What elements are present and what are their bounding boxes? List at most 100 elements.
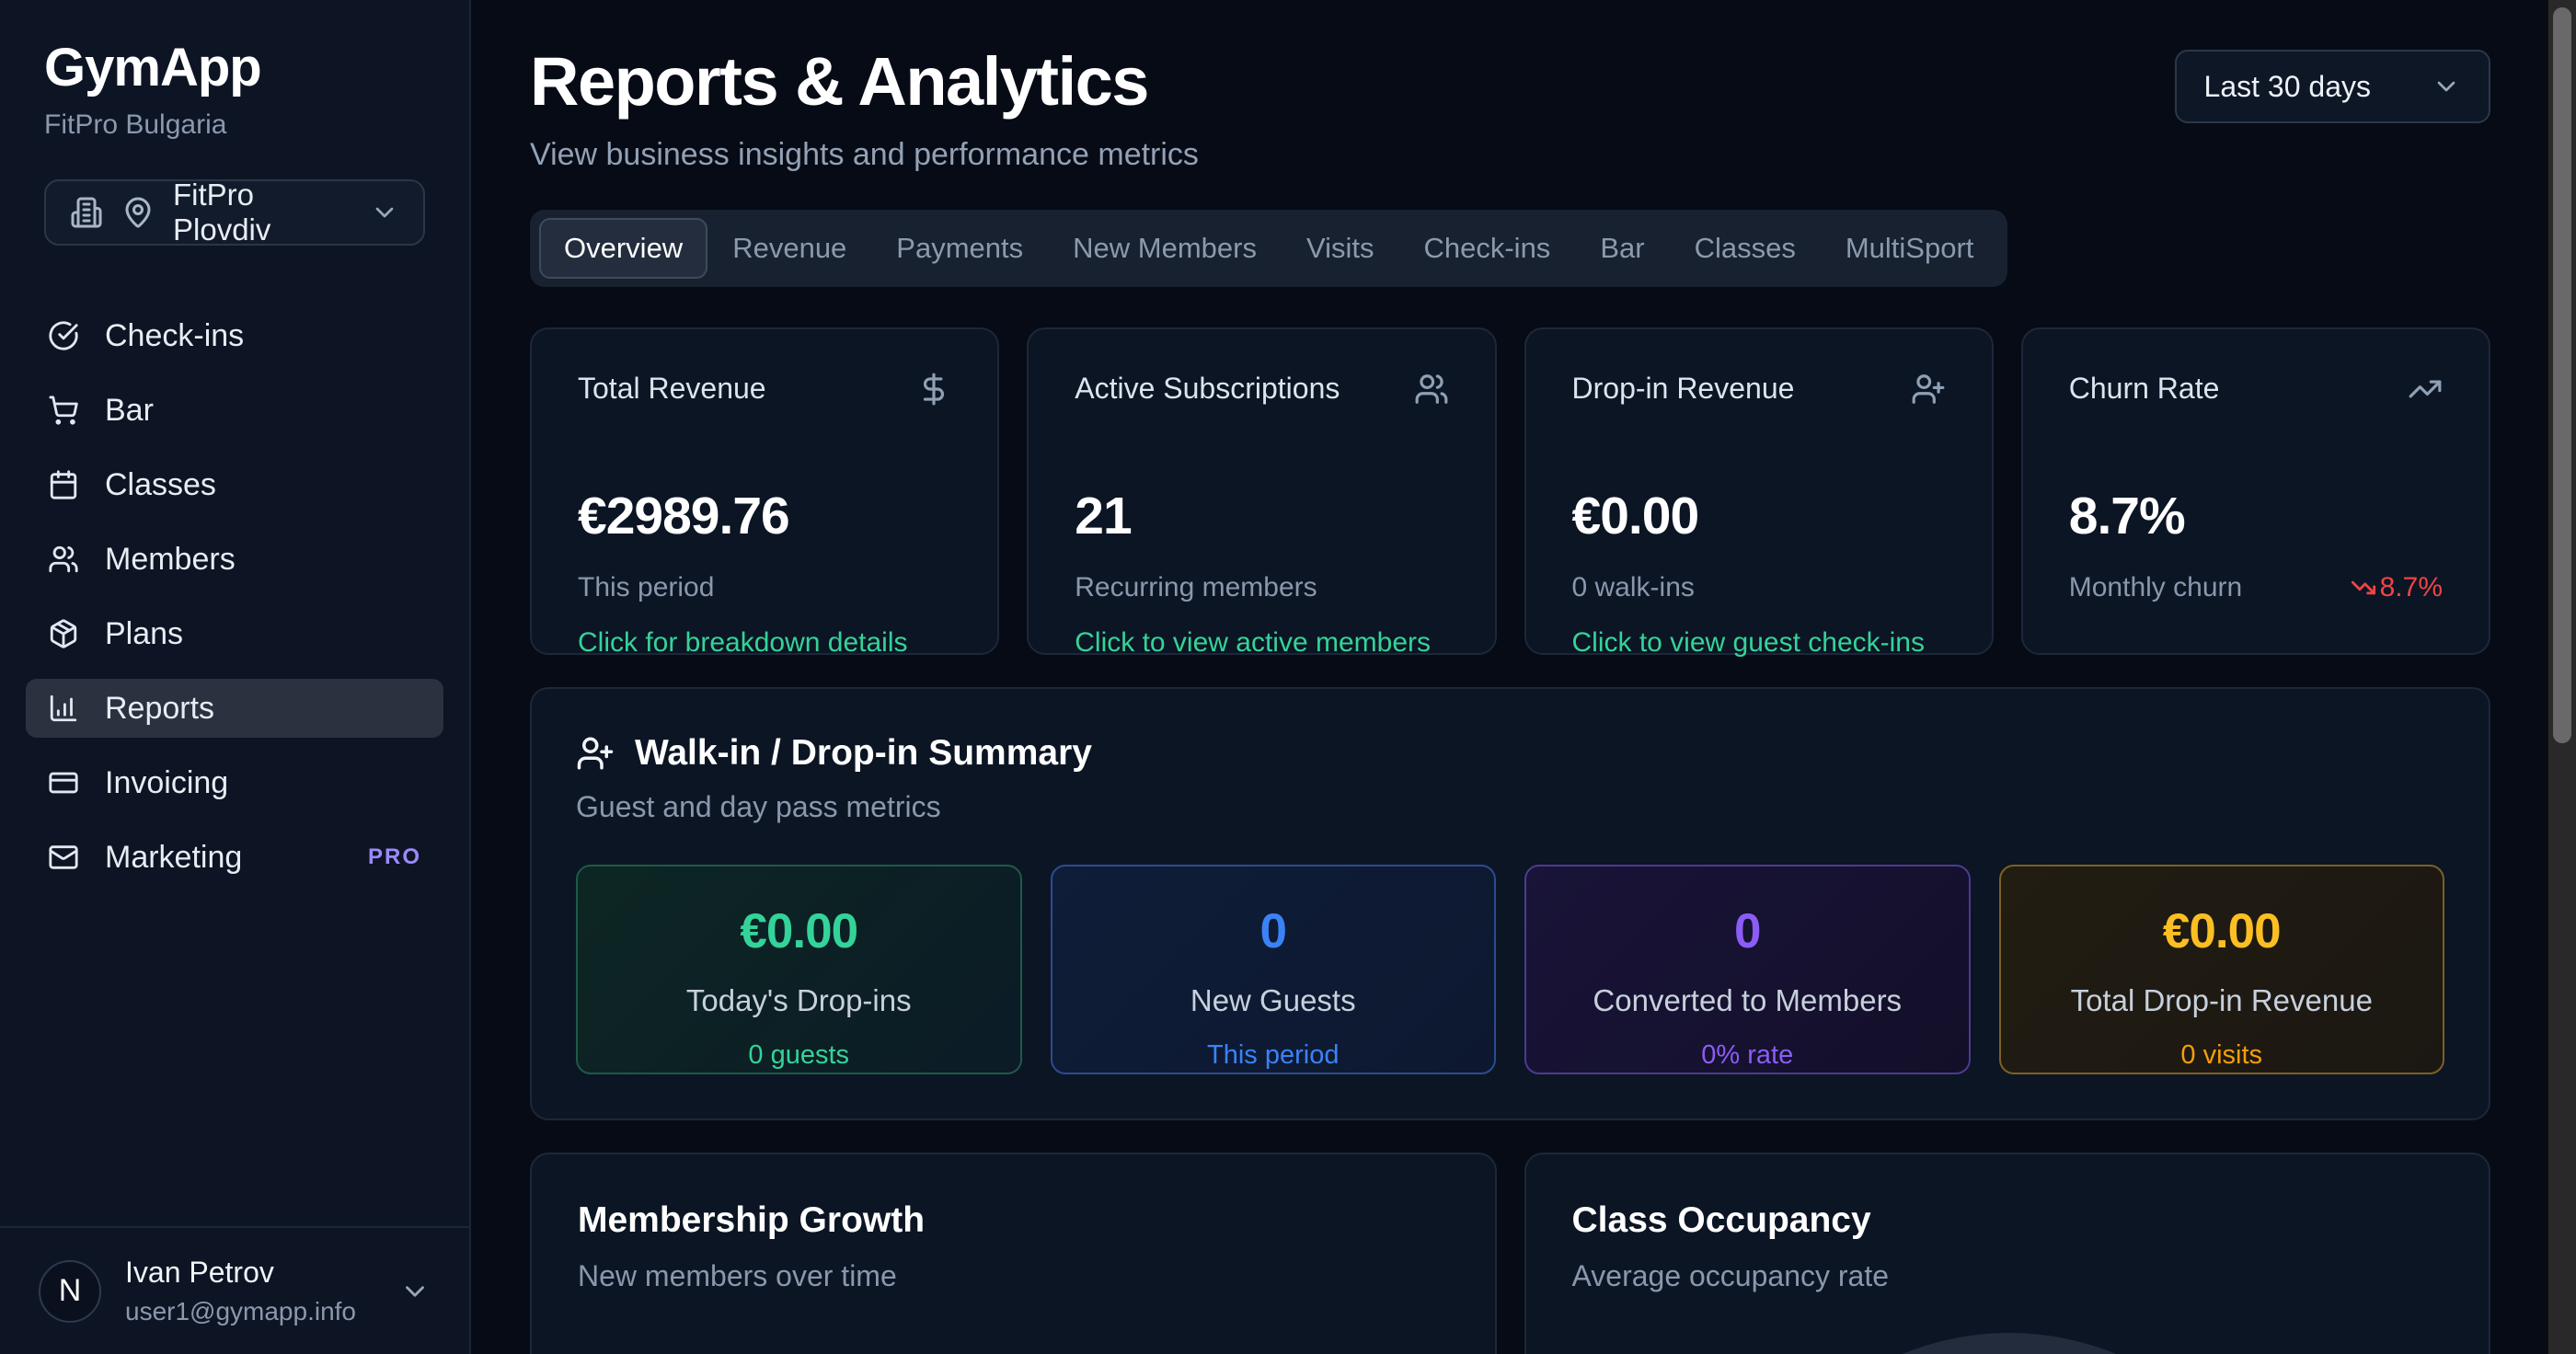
sidebar-item-classes[interactable]: Classes [26, 455, 443, 514]
sidebar-item-invoicing[interactable]: Invoicing [26, 753, 443, 812]
walkin-sub: 0% rate [1701, 1040, 1794, 1070]
sidebar-item-label: Members [105, 541, 236, 577]
stat-title: Drop-in Revenue [1571, 372, 1795, 405]
tab-classes[interactable]: Classes [1694, 232, 1796, 264]
building-icon [71, 197, 102, 228]
stat-value: €2989.76 [578, 487, 790, 545]
tab-multisport[interactable]: MultiSport [1845, 232, 1974, 264]
user-email: user1@gymapp.info [125, 1297, 357, 1325]
stat-sub: This period [578, 572, 715, 602]
sidebar-item-label: Reports [105, 690, 215, 726]
user-plus-icon [1912, 374, 1945, 404]
stat-sub: Monthly churn [2068, 572, 2243, 602]
chevron-down-icon [2437, 81, 2455, 92]
stat-title: Total Revenue [578, 372, 766, 405]
stat-title: Active Subscriptions [1075, 372, 1340, 405]
walkin-card-total-dropin-revenue: €0.00 Total Drop-in Revenue 0 visits [1998, 865, 2444, 1074]
mail-icon [49, 845, 78, 869]
map-pin-icon [125, 197, 151, 228]
shopping-cart-icon [49, 396, 78, 425]
sidebar-item-plans[interactable]: Plans [26, 604, 443, 663]
sidebar-item-label: Marketing [105, 839, 243, 875]
calendar-icon [50, 470, 77, 499]
trending-up-icon [2409, 380, 2442, 398]
main-content: Reports & Analytics View business insigh… [471, 0, 2576, 1354]
class-occupancy-card: Class Occupancy Average occupancy rate [1524, 1153, 2490, 1354]
walkin-sub: 0 guests [748, 1040, 850, 1070]
stat-value: 21 [1075, 487, 1132, 545]
page-title: Reports & Analytics [530, 43, 1149, 120]
stat-sub: Recurring members [1075, 572, 1317, 602]
walkin-value: 0 [1734, 904, 1761, 958]
sidebar-item-check-ins[interactable]: Check-ins [26, 306, 443, 365]
walkin-sub: 0 visits [2180, 1040, 2263, 1070]
users-icon [1415, 374, 1447, 404]
stat-link[interactable]: Click to view active members [1075, 627, 1432, 658]
sidebar-item-label: Check-ins [105, 317, 245, 353]
sidebar-item-reports[interactable]: Reports [26, 679, 443, 738]
sidebar-item-label: Classes [105, 466, 216, 502]
bottom-charts: Membership Growth New members over time … [530, 1153, 2490, 1354]
sidebar: GymApp FitPro Bulgaria FitPro Plovdiv Ch… [0, 0, 471, 1354]
chart-subtitle: Average occupancy rate [1571, 1259, 1890, 1292]
tab-check-ins[interactable]: Check-ins [1423, 232, 1551, 264]
panel-title: Walk-in / Drop-in Summary [635, 733, 1092, 773]
stat-card-churn-rate[interactable]: Churn Rate 8.7% Monthly churn 8.7% [2020, 327, 2490, 655]
sidebar-item-label: Plans [105, 615, 184, 651]
tab-new-members[interactable]: New Members [1073, 232, 1257, 264]
walkin-label: Converted to Members [1593, 983, 1903, 1017]
walkin-summary-panel: Walk-in / Drop-in Summary Guest and day … [530, 687, 2490, 1120]
date-range-value: Last 30 days [2203, 69, 2371, 103]
walkin-sub: This period [1207, 1040, 1340, 1070]
sidebar-item-members[interactable]: Members [26, 530, 443, 589]
stat-card-active-subscriptions[interactable]: Active Subscriptions 21 Recurring member… [1027, 327, 1497, 658]
chart-title: Class Occupancy [1571, 1200, 1871, 1240]
walkin-value: €0.00 [2162, 904, 2282, 958]
package-icon [50, 619, 77, 648]
stat-sub: 0 walk-ins [1571, 572, 1695, 602]
churn-delta-value: 8.7% [2379, 572, 2443, 602]
stat-cards: Total Revenue €2989.76 This period Click… [530, 327, 2490, 658]
stat-title: Churn Rate [2068, 372, 2220, 405]
scrollbar-track[interactable] [2547, 0, 2576, 1354]
sidebar-item-marketing[interactable]: Marketing PRO [26, 828, 443, 887]
chart-title: Membership Growth [578, 1200, 926, 1240]
tab-bar[interactable]: Bar [1600, 232, 1645, 264]
churn-delta: 8.7% [2351, 572, 2443, 603]
user-meta: Ivan Petrov user1@gymapp.info [125, 1256, 356, 1326]
sidebar-item-label: Invoicing [105, 764, 229, 800]
scrollbar-thumb[interactable] [2553, 7, 2571, 743]
stat-link[interactable]: Click to view guest check-ins [1571, 627, 1925, 658]
tab-visits[interactable]: Visits [1305, 232, 1374, 264]
tab-revenue[interactable]: Revenue [732, 232, 847, 264]
walkin-card-new-guests: 0 New Guests This period [1050, 865, 1496, 1074]
org-name: FitPro Bulgaria [44, 109, 227, 140]
avatar-initial: N [58, 1273, 82, 1308]
user-menu[interactable]: N Ivan Petrov user1@gymapp.info [0, 1226, 469, 1354]
app-title: GymApp [44, 38, 262, 98]
stat-card-drop-in-revenue[interactable]: Drop-in Revenue €0.00 0 walk-ins Click t… [1524, 327, 1994, 658]
credit-card-icon [49, 772, 78, 794]
page-subtitle: View business insights and performance m… [530, 137, 1199, 172]
stat-value: 8.7% [2068, 487, 2186, 545]
dollar-icon [924, 373, 945, 406]
area-series [716, 1319, 1421, 1354]
trending-down-icon [2351, 580, 2375, 595]
stat-card-total-revenue[interactable]: Total Revenue €2989.76 This period Click… [530, 327, 1000, 658]
membership-growth-chart: 12 [578, 1319, 1449, 1354]
stat-link[interactable]: Click for breakdown details [578, 627, 908, 658]
location-label: FitPro Plovdiv [173, 178, 271, 247]
tab-payments[interactable]: Payments [896, 232, 1024, 264]
user-name: Ivan Petrov [125, 1256, 274, 1289]
report-tabs: Overview Revenue Payments New Members Vi… [530, 210, 2008, 287]
date-range-select[interactable]: Last 30 days [2174, 50, 2490, 123]
avatar: N [39, 1259, 101, 1323]
walkin-cards: €0.00 Today's Drop-ins 0 guests 0 New Gu… [576, 865, 2444, 1074]
walkin-card-todays-dropins: €0.00 Today's Drop-ins 0 guests [576, 865, 1022, 1074]
sidebar-item-bar[interactable]: Bar [26, 381, 443, 440]
walkin-card-converted-members: 0 Converted to Members 0% rate [1524, 865, 1971, 1074]
location-selector[interactable]: FitPro Plovdiv [44, 178, 425, 247]
chevron-down-icon [406, 1285, 424, 1297]
tab-overview[interactable]: Overview [539, 218, 708, 279]
membership-growth-card: Membership Growth New members over time … [530, 1153, 1497, 1354]
